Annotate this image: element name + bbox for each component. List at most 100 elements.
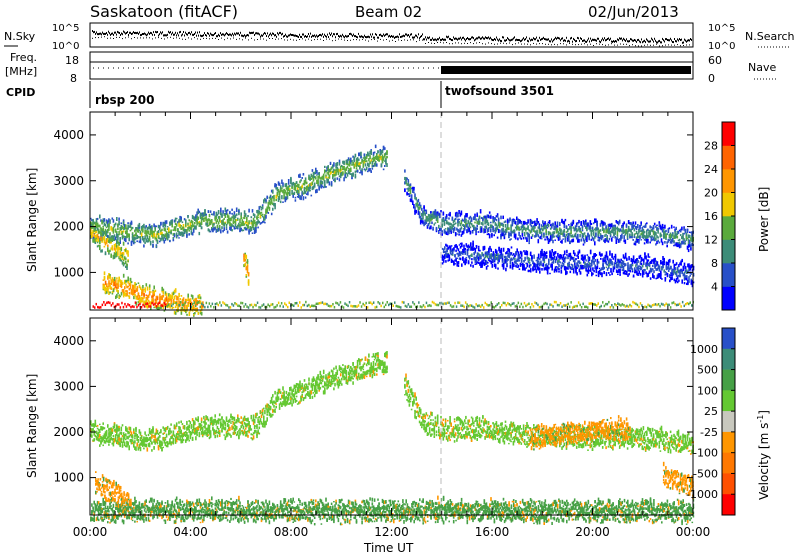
search-noise-sample — [563, 43, 564, 45]
power-cell — [643, 225, 646, 228]
power-cell — [174, 229, 177, 232]
power-cell — [637, 265, 639, 268]
power-cell — [141, 296, 143, 301]
power-cell — [278, 182, 281, 186]
power-cell — [414, 206, 416, 210]
search-noise-sample — [191, 38, 192, 40]
power-cell — [623, 239, 625, 243]
power-cell — [609, 253, 611, 256]
power-cell — [610, 271, 612, 273]
power-cell — [195, 309, 197, 313]
power-cell — [536, 256, 539, 262]
power-cell — [114, 252, 117, 256]
power-cell — [489, 260, 491, 263]
power-cell — [142, 236, 144, 241]
power-cell — [329, 161, 332, 165]
power-cell — [466, 223, 468, 225]
power-cell — [487, 228, 490, 232]
noise-sample — [554, 38, 555, 41]
power-cell — [101, 232, 103, 236]
power-cell — [191, 297, 194, 299]
power-cell — [551, 234, 553, 236]
noise-sample — [526, 36, 527, 39]
power-cell — [212, 213, 214, 216]
noise-sample — [691, 38, 692, 41]
power-cell — [594, 267, 596, 270]
power-cell — [475, 255, 478, 259]
power-cell — [623, 263, 626, 267]
search-noise-sample — [137, 37, 138, 39]
noise-sample — [392, 35, 393, 38]
power-cell — [500, 215, 502, 220]
power-cell — [668, 227, 671, 230]
power-cell — [164, 291, 167, 295]
power-cell — [493, 253, 496, 258]
power-cell — [102, 227, 104, 233]
noise-sample — [570, 37, 571, 40]
power-cell — [626, 235, 629, 239]
noise-sample — [207, 32, 208, 35]
power-cell — [220, 229, 222, 234]
power-cell — [157, 229, 160, 234]
power-cell — [279, 189, 282, 193]
power-cell — [573, 234, 576, 238]
power-cell — [356, 169, 359, 173]
power-cell — [458, 244, 461, 246]
power-cell — [330, 181, 333, 186]
power-cell — [125, 230, 127, 235]
power-cell — [110, 288, 113, 290]
power-cell — [111, 248, 114, 251]
power-cell — [484, 215, 486, 219]
noise-sample — [500, 39, 501, 42]
power-cell — [557, 262, 559, 265]
power-cell — [595, 232, 597, 238]
noise-sample — [285, 33, 286, 36]
power-cell — [548, 220, 551, 224]
power-cell — [138, 236, 141, 239]
power-cell — [301, 177, 303, 179]
power-cell — [511, 258, 514, 261]
power-cell — [347, 157, 350, 161]
power-cell — [256, 217, 258, 219]
power-cell — [600, 221, 603, 224]
power-cell — [589, 265, 592, 268]
power-cell — [312, 176, 315, 180]
noise-sample — [639, 40, 640, 43]
noise-sample — [93, 31, 94, 34]
power-cell — [619, 268, 621, 273]
power-cell — [133, 284, 135, 290]
noise-sample — [162, 31, 163, 34]
noise-sample — [619, 37, 620, 40]
power-cell — [605, 234, 607, 236]
noise-sample — [226, 32, 227, 35]
power-cell — [553, 255, 556, 258]
noise-sample — [630, 38, 631, 41]
power-cell — [502, 265, 505, 269]
power-cell — [480, 222, 483, 225]
power-cell — [111, 291, 114, 293]
search-noise-sample — [344, 39, 345, 41]
power-cell — [110, 281, 113, 283]
noise-sample — [495, 38, 496, 41]
power-cell — [568, 233, 570, 238]
power-cell — [158, 305, 160, 307]
power-cell — [117, 285, 119, 289]
noise-sample — [148, 31, 149, 34]
power-cell — [454, 232, 457, 237]
noise-sample — [107, 33, 108, 36]
noise-sample — [464, 38, 465, 41]
power-cell — [235, 219, 238, 221]
power-cell — [428, 226, 431, 229]
power-cell — [564, 236, 567, 241]
noise-sample — [679, 38, 680, 40]
noise-sample — [481, 37, 482, 40]
power-cell — [650, 237, 653, 242]
power-cell — [631, 232, 633, 236]
noise-sample — [358, 32, 359, 35]
power-cell — [541, 268, 543, 271]
power-cell — [345, 159, 348, 164]
power-cell — [577, 251, 579, 255]
power-cell — [475, 233, 477, 236]
power-cell — [490, 224, 492, 228]
power-cell — [290, 181, 292, 185]
